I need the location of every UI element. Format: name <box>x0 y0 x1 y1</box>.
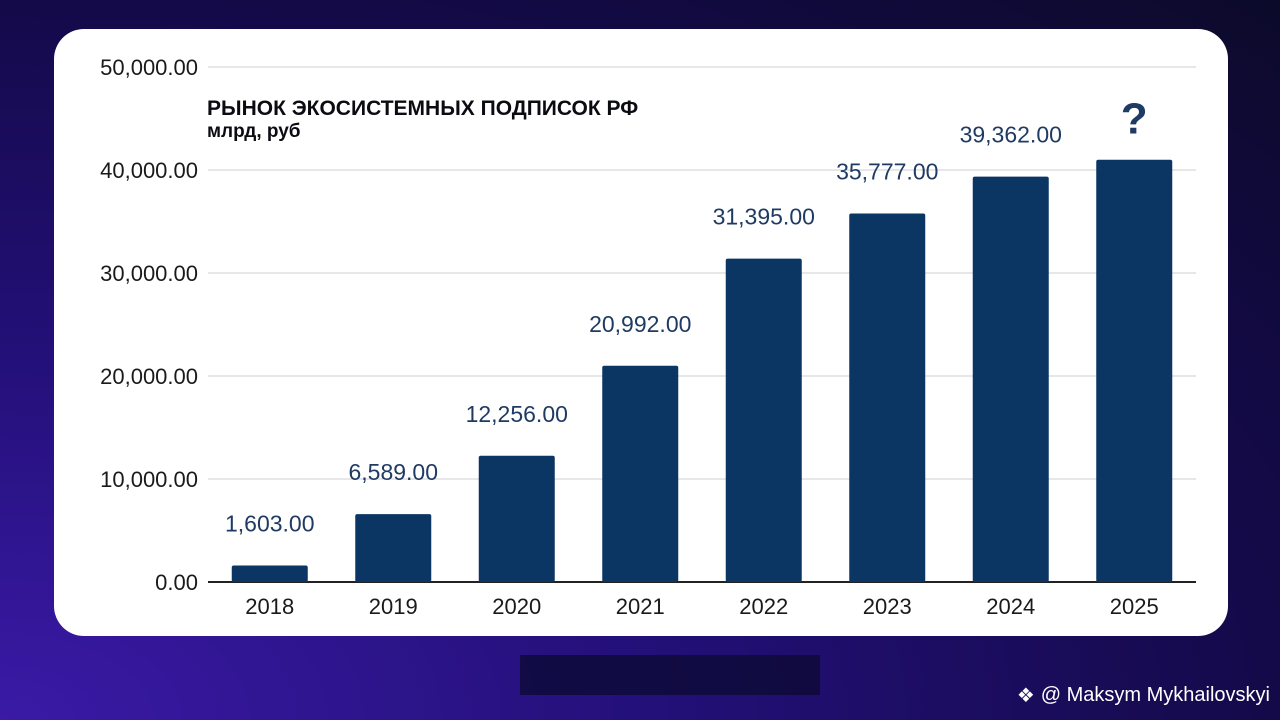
chart-title: РЫНОК ЭКОСИСТЕМНЫХ ПОДПИСОК РФ <box>207 97 639 120</box>
x-tick-label: 2022 <box>739 594 788 619</box>
bar <box>849 213 926 583</box>
bar-chart: 0.00 10,000.00 20,000.00 30,000.00 40,000.00… <box>100 55 1196 619</box>
data-label: 1,603.00 <box>225 510 315 536</box>
data-label: 12,256.00 <box>466 401 568 427</box>
y-tick-label: 0.00 <box>155 570 198 595</box>
data-label: ? <box>1121 95 1148 144</box>
bar <box>972 176 1049 582</box>
x-tick-label: 2021 <box>616 594 665 619</box>
bar <box>602 365 679 582</box>
bar <box>231 565 308 582</box>
x-tick-label: 2023 <box>863 594 912 619</box>
y-tick-label: 30,000.00 <box>100 261 198 286</box>
bar <box>725 258 802 582</box>
x-tick-label: 2020 <box>492 594 541 619</box>
x-tick-label: 2025 <box>1110 594 1159 619</box>
y-tick-label: 40,000.00 <box>100 158 198 183</box>
data-label: 6,589.00 <box>348 459 438 485</box>
chart-card: 0.00 10,000.00 20,000.00 30,000.00 40,000.00… <box>54 29 1228 636</box>
bar <box>355 514 432 582</box>
data-label: 20,992.00 <box>589 311 691 337</box>
data-label: 31,395.00 <box>713 204 815 230</box>
data-label: 39,362.00 <box>960 122 1062 148</box>
chart-subtitle: млрд, руб <box>207 121 301 142</box>
x-tick-label: 2018 <box>245 594 294 619</box>
binance-diamond-icon: ❖ <box>1016 685 1035 707</box>
watermark-text: @ Maksym Mykhailovskyi <box>1040 684 1270 706</box>
chart-title-block: РЫНОК ЭКОСИСТЕМНЫХ ПОДПИСОК РФ млрд, руб <box>207 97 638 143</box>
watermark: ❖ @ Maksym Mykhailovskyi <box>1017 683 1270 708</box>
y-tick-label: 50,000.00 <box>100 55 198 80</box>
bar <box>478 455 555 582</box>
x-tick-label: 2024 <box>986 594 1035 619</box>
bar <box>1096 159 1173 582</box>
data-label: 35,777.00 <box>836 158 938 184</box>
bottom-overlay-bar <box>520 655 820 695</box>
y-tick-label: 20,000.00 <box>100 364 198 389</box>
y-tick-label: 10,000.00 <box>100 467 198 492</box>
x-tick-label: 2019 <box>369 594 418 619</box>
